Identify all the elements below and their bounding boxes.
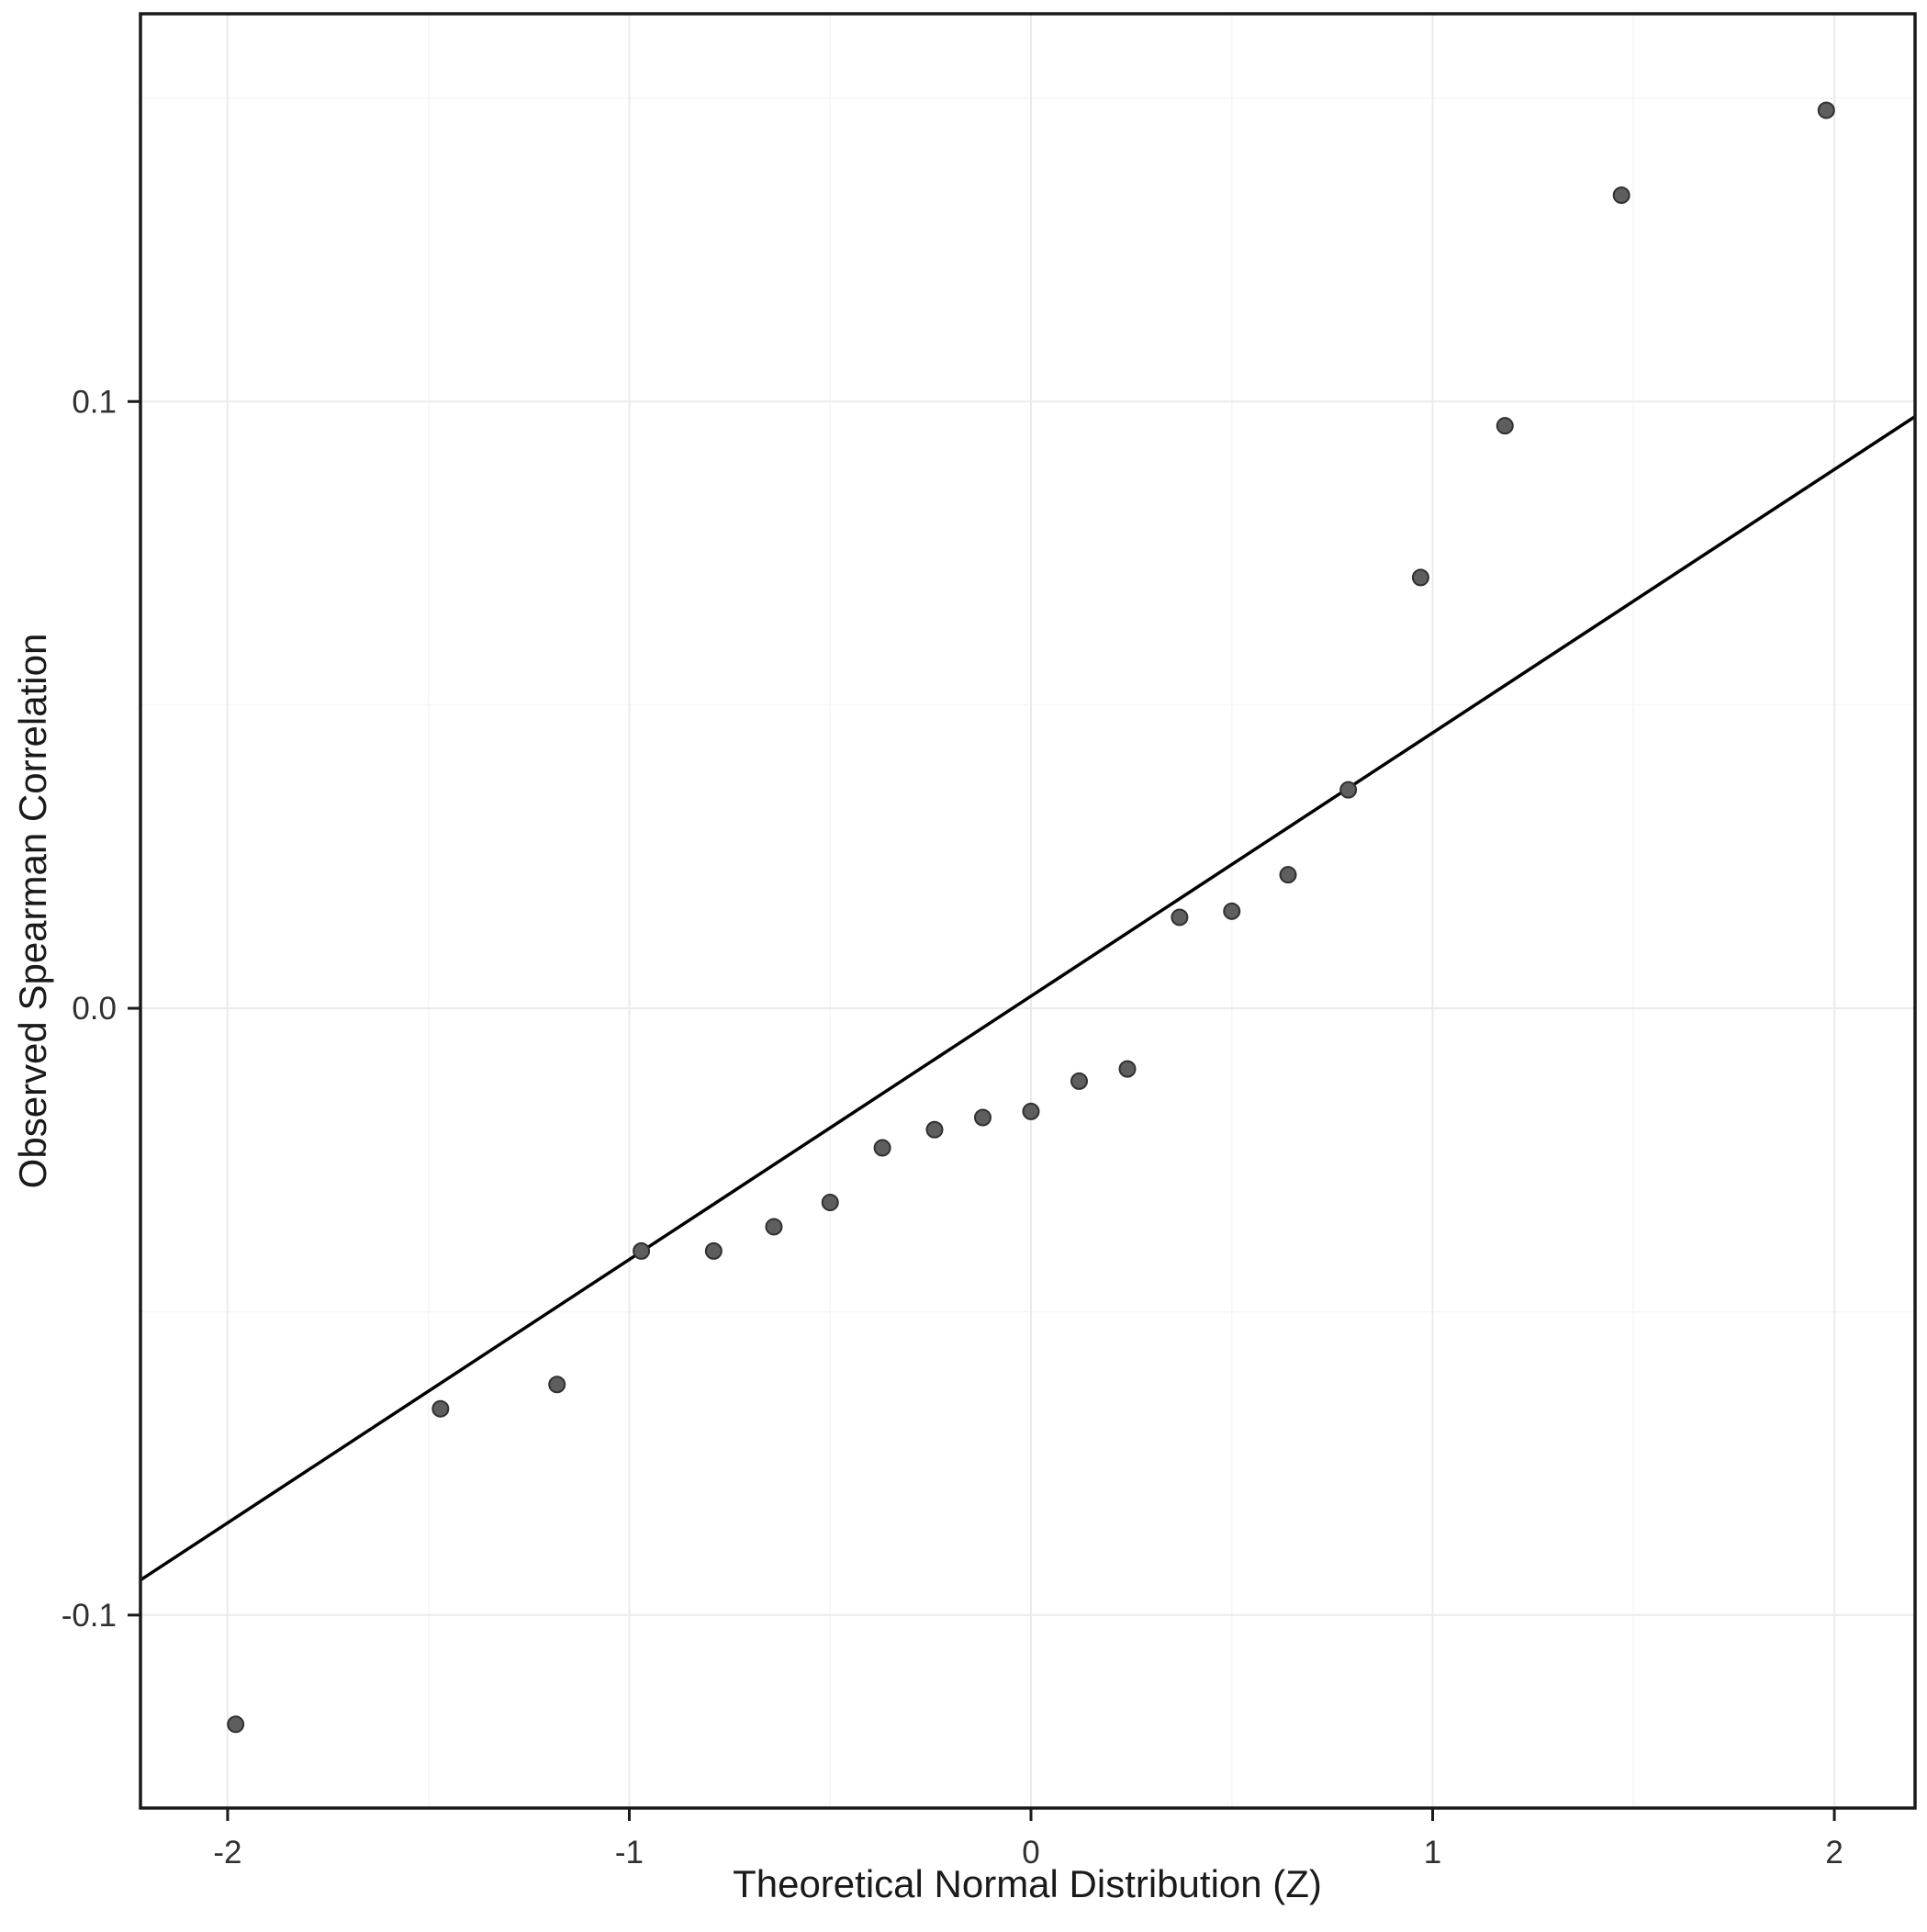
data-point (1070, 1072, 1089, 1090)
data-point (1118, 1060, 1137, 1078)
data-point (925, 1120, 944, 1139)
data-point (1171, 908, 1189, 927)
axis-ticks-layer (128, 399, 1836, 1821)
data-point (1411, 568, 1429, 587)
data-point (1339, 781, 1358, 799)
y-tick-label: -0.1 (62, 1598, 117, 1634)
data-point (704, 1241, 723, 1260)
grid-major-layer (140, 14, 1915, 1808)
data-point (1817, 101, 1835, 119)
data-point (973, 1108, 992, 1127)
series-layer (140, 101, 1916, 1734)
data-point (1022, 1102, 1040, 1120)
y-tick-label: 0.1 (72, 384, 117, 420)
data-point (765, 1218, 783, 1236)
y-tick-label: 0.0 (72, 991, 117, 1027)
y-axis-title: Observed Spearman Correlation (11, 634, 54, 1189)
x-tick-label: -1 (615, 1835, 644, 1870)
data-point (431, 1399, 450, 1418)
data-point (227, 1715, 245, 1734)
x-axis-title: Theoretical Normal Distribution (Z) (733, 1862, 1322, 1905)
x-tick-label: 2 (1825, 1835, 1843, 1870)
x-tick-label: 0 (1022, 1835, 1039, 1870)
data-point (821, 1194, 839, 1212)
data-point (548, 1376, 566, 1394)
data-point (1496, 417, 1514, 435)
plot-panel-border (139, 12, 1917, 1810)
data-point (1223, 902, 1241, 920)
x-tick-label: 1 (1424, 1835, 1441, 1870)
data-point (633, 1241, 651, 1260)
data-point (873, 1139, 891, 1157)
axis-tick-labels-layer: -2 -1 0 1 2 -0.1 0.0 0.1 (62, 384, 1843, 1870)
data-point (1612, 186, 1630, 205)
qq-reference-line (140, 415, 1916, 1582)
plot-panel-background (140, 14, 1915, 1808)
data-point (1279, 866, 1297, 884)
x-tick-label: -2 (213, 1835, 241, 1870)
